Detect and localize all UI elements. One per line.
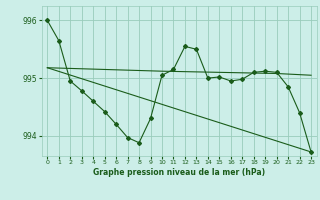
X-axis label: Graphe pression niveau de la mer (hPa): Graphe pression niveau de la mer (hPa) [93, 168, 265, 177]
